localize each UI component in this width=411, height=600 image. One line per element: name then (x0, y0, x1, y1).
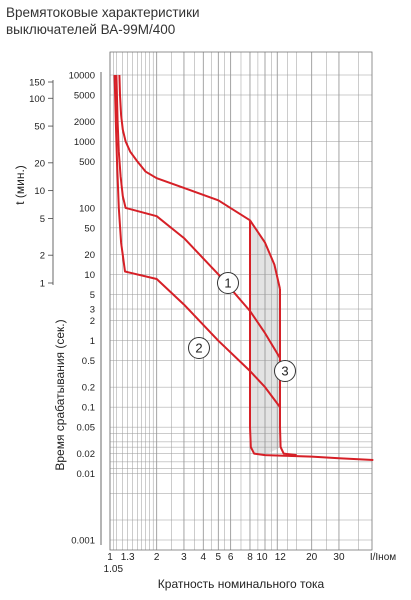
chart-title-line-1: Времятоковые характеристики (6, 5, 200, 20)
chart-title: Времятоковые характеристики выключателей… (6, 4, 306, 38)
y-tick-label: 2 (90, 316, 95, 327)
curve-2-lower (113, 74, 281, 408)
minutes-tick-label: 100 (29, 94, 45, 105)
y-tick-label: 0.05 (77, 423, 96, 434)
curve-label-circle (217, 272, 239, 294)
grid-layer (109, 51, 373, 551)
x-tick-label: 1 (107, 552, 113, 563)
x-tick-label: 30 (333, 552, 345, 563)
y-tick-label: 500 (79, 157, 95, 168)
y-tick-label: 100 (79, 203, 95, 214)
curve-3-left (249, 220, 374, 461)
x-tick-label: 4 (201, 552, 207, 563)
curve-1 (118, 74, 281, 290)
x-tick-label: 1.05 (104, 564, 124, 575)
x-tick-label: 8 (247, 552, 253, 563)
y-axis-label: Время срабатывания (сек.) (53, 319, 67, 470)
x-tick-label: 1.3 (121, 552, 135, 563)
y-tick-label: 1000 (74, 137, 95, 148)
y-tick-label: 10 (84, 270, 95, 281)
x-unit-label: I/Iном (370, 552, 396, 563)
minutes-tick-label: 1 (40, 279, 45, 290)
curve-label-circle (188, 337, 210, 359)
minutes-tick-label: 50 (34, 122, 45, 133)
x-tick-label: 10 (256, 552, 268, 563)
x-tick-label: 6 (228, 552, 234, 563)
curve-3-right (279, 289, 297, 457)
plot-frame (109, 51, 373, 551)
chart-title-line-2: выключателей ВА-99М/400 (6, 22, 176, 37)
y-tick-label: 20 (84, 250, 95, 261)
curve-label-3: 3 (281, 364, 288, 379)
y-tick-label: 2000 (74, 117, 95, 128)
curve-label-1: 1 (224, 276, 231, 291)
y-tick-label: 0.01 (77, 469, 96, 480)
y-tick-label: 0.001 (71, 536, 95, 547)
y-tick-label: 0.5 (82, 356, 95, 367)
y-tick-label: 50 (84, 223, 95, 234)
curve-label-circle (274, 360, 296, 382)
minutes-tick-label: 10 (34, 186, 45, 197)
minutes-tick-label: 2 (40, 251, 45, 262)
y-axis-label-minutes: t (мин.) (13, 165, 27, 205)
curve-label-2: 2 (195, 341, 202, 356)
y-tick-label: 5 (90, 290, 95, 301)
x-tick-label: 3 (181, 552, 187, 563)
labels-layer: 1 2 3 (188, 272, 296, 382)
y-tick-label: 0.1 (82, 403, 95, 414)
y-tick-label: 0.2 (82, 383, 95, 394)
curves-layer (113, 74, 374, 461)
x-tick-label: 2 (154, 552, 160, 563)
minutes-tick-label: 5 (40, 214, 45, 225)
minutes-tick-label: 20 (34, 158, 45, 169)
y-tick-label: 0.02 (77, 449, 96, 460)
y-tick-label: 1 (90, 336, 95, 347)
x-axis-label: Кратность номинального тока (158, 577, 325, 591)
x-tick-label: 5 (216, 552, 222, 563)
y-tick-label: 10000 (69, 71, 95, 82)
y-tick-label: 5000 (74, 90, 95, 101)
y-tick-label: 3 (90, 305, 95, 316)
x-tick-label: 20 (306, 552, 318, 563)
minutes-tick-label: 150 (29, 78, 45, 89)
x-tick-label: 12 (275, 552, 287, 563)
curve-2-upper (115, 74, 281, 359)
